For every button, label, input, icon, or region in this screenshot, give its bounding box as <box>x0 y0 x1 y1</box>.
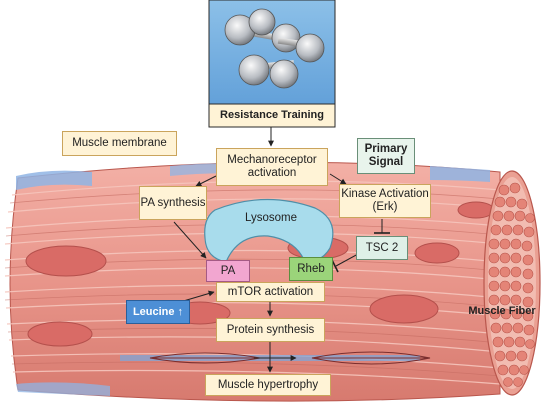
arrows <box>173 127 390 373</box>
mtor-activation-box: mTOR activation <box>216 282 325 302</box>
rheb-box: Rheb <box>289 257 333 281</box>
leucine-box: Leucine ↑ <box>126 300 190 324</box>
muscle-fiber-label: Muscle Fiber <box>468 304 536 317</box>
mechanoreceptor-box: Mechanoreceptor activation <box>216 148 328 186</box>
protein-synthesis-box: Protein synthesis <box>216 318 325 342</box>
lysosome-label: Lysosome <box>245 211 297 224</box>
muscle-fiber-end <box>483 170 541 396</box>
pa-box: PA <box>206 260 250 282</box>
muscle-membrane-label: Muscle membrane <box>62 131 177 156</box>
dumbbell-icon <box>224 8 325 89</box>
resistance-training-label: Resistance Training <box>220 109 324 121</box>
pa-synthesis-box: PA synthesis <box>139 186 207 220</box>
kinase-activation-box: Kinase Activation (Erk) <box>339 184 431 218</box>
lysosome-shape <box>204 198 334 263</box>
resistance-training-panel <box>208 0 336 128</box>
tsc2-box: TSC 2 <box>356 236 408 260</box>
muscle-hypertrophy-box: Muscle hypertrophy <box>205 374 331 396</box>
primary-signal-box: Primary Signal <box>357 138 415 174</box>
